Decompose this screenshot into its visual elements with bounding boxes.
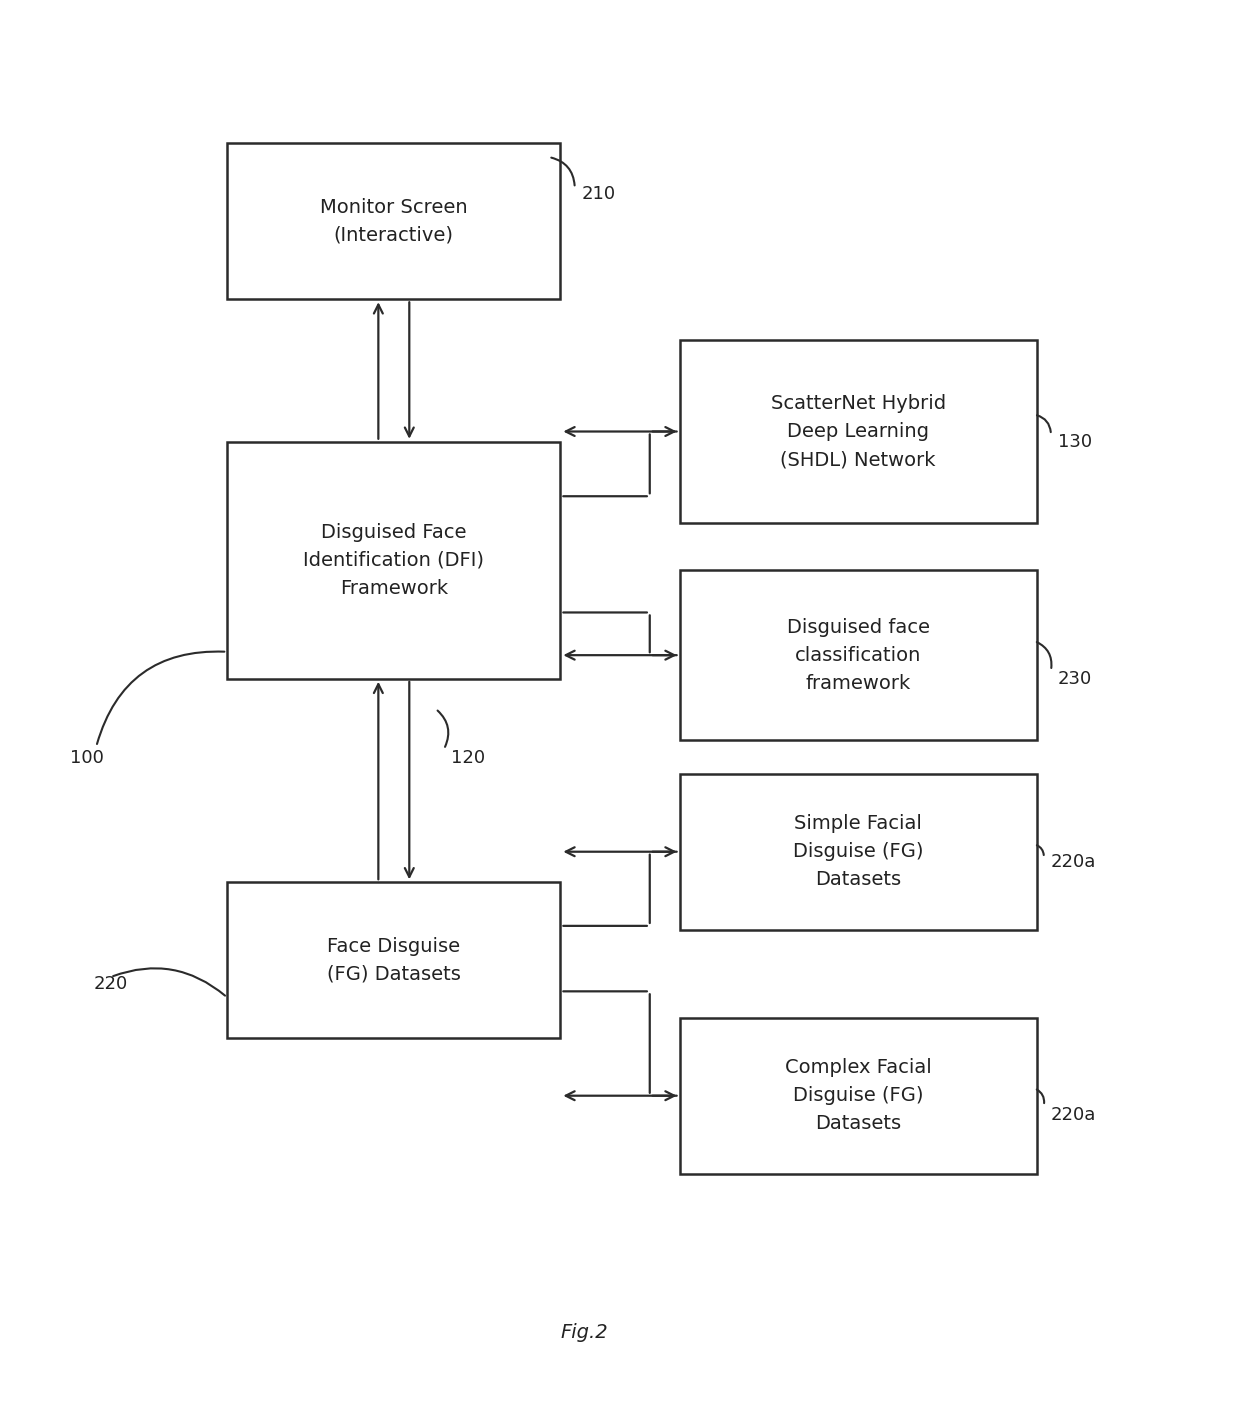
FancyBboxPatch shape [680,570,1037,740]
Text: Complex Facial
Disguise (FG)
Datasets: Complex Facial Disguise (FG) Datasets [785,1058,931,1134]
Text: ScatterNet Hybrid
Deep Learning
(SHDL) Network: ScatterNet Hybrid Deep Learning (SHDL) N… [770,394,946,469]
FancyBboxPatch shape [227,144,560,299]
FancyBboxPatch shape [227,882,560,1038]
Text: Disguised face
classification
framework: Disguised face classification framework [786,617,930,693]
Text: Simple Facial
Disguise (FG)
Datasets: Simple Facial Disguise (FG) Datasets [792,815,924,890]
Text: 220: 220 [94,974,128,993]
Text: Monitor Screen
(Interactive): Monitor Screen (Interactive) [320,198,467,244]
FancyBboxPatch shape [680,774,1037,929]
Text: Disguised Face
Identification (DFI)
Framework: Disguised Face Identification (DFI) Fram… [304,522,485,597]
Text: 100: 100 [69,748,104,767]
FancyBboxPatch shape [227,442,560,679]
Text: 130: 130 [1058,432,1092,450]
Text: Face Disguise
(FG) Datasets: Face Disguise (FG) Datasets [327,936,461,984]
Text: 220a: 220a [1052,1107,1096,1124]
FancyBboxPatch shape [680,340,1037,522]
FancyBboxPatch shape [680,1018,1037,1173]
Text: 220a: 220a [1052,853,1096,871]
Text: 210: 210 [582,185,616,202]
Text: 120: 120 [451,748,485,767]
Text: 230: 230 [1058,669,1092,688]
Text: Fig.2: Fig.2 [560,1323,608,1341]
